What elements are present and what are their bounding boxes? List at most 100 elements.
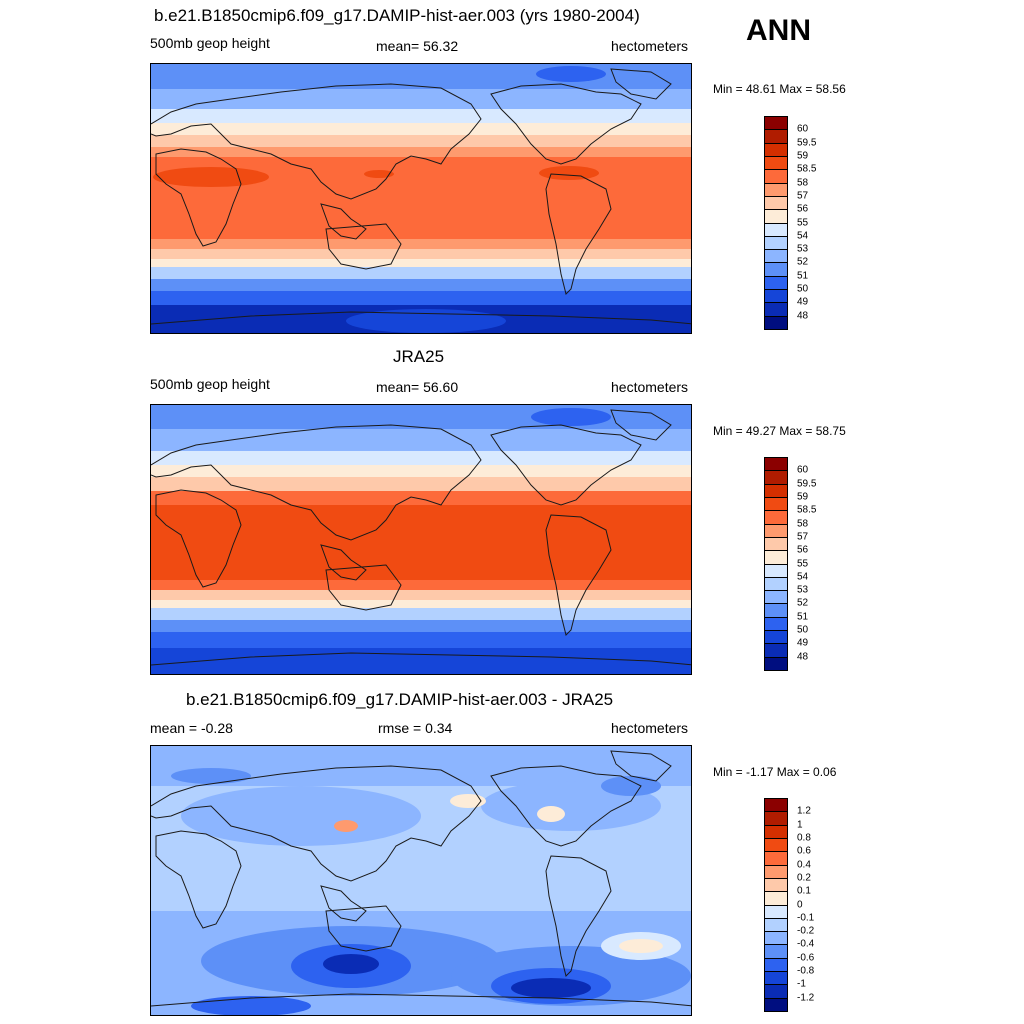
panel-diff-units-label: hectometers — [611, 720, 689, 736]
colorbar-tick-label: 49 — [797, 296, 809, 308]
panel-model-mean-label: mean= 56.32 — [376, 38, 459, 54]
colorbar-swatch — [764, 496, 788, 512]
colorbar-tick-label: 58 — [797, 518, 809, 530]
colorbar-swatch — [764, 837, 788, 853]
colorbar-tick-label: -0.8 — [797, 965, 815, 977]
colorbar-tick-label: 0.6 — [797, 845, 811, 857]
panel-model-units-label: hectometers — [611, 38, 689, 54]
colorbar-tick-label: 59.5 — [797, 137, 817, 149]
colorbar-swatch — [764, 997, 788, 1012]
colorbar-swatch — [764, 116, 788, 131]
colorbar-swatch — [764, 275, 788, 291]
colorbar-tick-label: 59.5 — [797, 478, 817, 490]
colorbar-tick-label: 48 — [797, 310, 809, 322]
colorbar-swatch — [764, 643, 788, 658]
colorbar-tick-label: 48 — [797, 651, 809, 663]
colorbar-tick-label: 0.8 — [797, 832, 811, 844]
colorbar-tick-label: -0.6 — [797, 952, 815, 964]
colorbar-swatch — [764, 457, 788, 472]
panel-diff-title: b.e21.B1850cmip6.f09_g17.DAMIP-hist-aer.… — [186, 690, 614, 709]
colorbar-swatch — [764, 209, 788, 224]
colorbar-tick-label: 51 — [797, 270, 809, 282]
colorbar-swatch — [764, 315, 788, 330]
colorbar-tick-label: 58 — [797, 177, 809, 189]
panel-diff-colorbar: 1.2 1 0.8 0.6 0.4 0.2 0.1 0 -0.1 -0.2 -0.4 -0.6 -0.8… — [764, 798, 814, 1012]
colorbar-tick-label: -0.2 — [797, 925, 815, 937]
colorbar-swatch — [764, 155, 788, 171]
colorbar-swatch — [764, 222, 788, 237]
colorbar-swatch — [764, 630, 788, 645]
colorbar-swatch — [764, 904, 788, 919]
panel-diff-map — [150, 745, 692, 1016]
colorbar-swatch — [764, 917, 788, 933]
colorbar-tick-label: 59 — [797, 150, 809, 162]
colorbar-tick-label: 54 — [797, 230, 809, 242]
colorbar-tick-label: 0.1 — [797, 885, 811, 897]
colorbar-tick-label: 60 — [797, 123, 809, 135]
colorbar-tick-label: 56 — [797, 544, 809, 556]
colorbar-swatch — [764, 984, 788, 999]
colorbar-swatch — [764, 510, 788, 525]
colorbar-tick-label: 58.5 — [797, 163, 817, 175]
colorbar-swatch — [764, 944, 788, 959]
colorbar-tick-label: 53 — [797, 584, 809, 596]
colorbar-swatch — [764, 576, 788, 592]
colorbar-swatch — [764, 656, 788, 671]
season-label: ANN — [746, 14, 811, 47]
colorbar-tick-label: 55 — [797, 558, 809, 569]
colorbar-swatch — [764, 550, 788, 565]
colorbar-swatch — [764, 877, 788, 893]
colorbar-swatch — [764, 891, 788, 906]
panel-model-colorbar: 60 59.5 59 58.5 58 57 56 55 54 53 52 51 50 49 48 — [764, 116, 816, 330]
colorbar-tick-label: 50 — [797, 624, 809, 636]
colorbar-tick-label: 52 — [797, 597, 809, 609]
colorbar-swatch — [764, 811, 788, 826]
panel-diff-rmse-label: rmse = 0.34 — [378, 720, 453, 736]
panel-diff-minmax: Min = -1.17 Max = 0.06 — [713, 765, 837, 779]
colorbar-tick-label: -0.4 — [797, 938, 815, 950]
panel-obs-colorbar: 60 59.5 59 58.5 58 57 56 55 54 53 52 51 50 49 48 — [764, 457, 816, 671]
colorbar-swatch — [764, 302, 788, 317]
panel-obs-mean-label: mean= 56.60 — [376, 379, 459, 395]
panel-obs-variable-label: 500mb geop height — [150, 376, 270, 392]
colorbar-swatch — [764, 483, 788, 498]
colorbar-swatch — [764, 590, 788, 605]
colorbar-tick-label: 54 — [797, 571, 809, 583]
panel-diff-mean-label: mean = -0.28 — [150, 720, 233, 736]
colorbar-tick-label: 49 — [797, 637, 809, 649]
colorbar-swatch — [764, 536, 788, 552]
colorbar-tick-label: -1.2 — [797, 992, 815, 1004]
colorbar-tick-label: 55 — [797, 217, 809, 228]
colorbar-tick-label: 52 — [797, 256, 809, 268]
colorbar-swatch — [764, 971, 788, 986]
colorbar-tick-label: 0.2 — [797, 872, 811, 884]
colorbar-swatch — [764, 262, 788, 277]
colorbar-swatch — [764, 798, 788, 813]
panel-model-variable-label: 500mb geop height — [150, 35, 270, 51]
colorbar-swatch — [764, 603, 788, 618]
panel-obs-minmax: Min = 49.27 Max = 58.75 — [713, 424, 846, 438]
panel-model-map — [150, 63, 692, 334]
colorbar-swatch — [764, 289, 788, 304]
panel-obs-units-label: hectometers — [611, 379, 689, 395]
colorbar-swatch — [764, 824, 788, 839]
colorbar-tick-label: 56 — [797, 203, 809, 215]
panel-obs-title: JRA25 — [393, 347, 445, 366]
colorbar-swatch — [764, 169, 788, 184]
colorbar-swatch — [764, 851, 788, 866]
colorbar-tick-label: 57 — [797, 531, 809, 543]
colorbar-tick-label: 58.5 — [797, 504, 817, 516]
colorbar-tick-label: 57 — [797, 190, 809, 202]
colorbar-tick-label: 50 — [797, 283, 809, 295]
colorbar-tick-label: 53 — [797, 243, 809, 255]
colorbar-swatch — [764, 195, 788, 211]
colorbar-tick-label: 60 — [797, 464, 809, 476]
colorbar-swatch — [764, 523, 788, 538]
colorbar-swatch — [764, 931, 788, 946]
colorbar-swatch — [764, 470, 788, 485]
colorbar-swatch — [764, 249, 788, 264]
colorbar-tick-label: 1 — [797, 819, 803, 831]
panel-obs-map — [150, 404, 692, 675]
colorbar-tick-label: -0.1 — [797, 912, 815, 924]
colorbar-swatch — [764, 182, 788, 197]
